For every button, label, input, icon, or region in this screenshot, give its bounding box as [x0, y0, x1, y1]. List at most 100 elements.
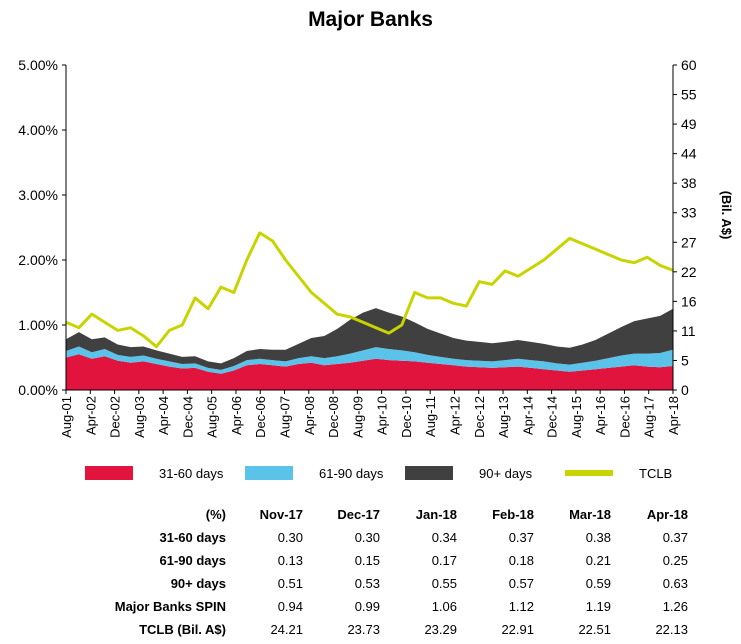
- table-cell: 22.51: [578, 622, 611, 637]
- y-right-tick-label: 22: [681, 264, 697, 280]
- x-tick-label: Apr-10: [375, 396, 390, 435]
- y-right-tick-label: 0: [681, 382, 689, 398]
- x-tick-label: Apr-12: [447, 396, 462, 435]
- y-right-tick-label: 44: [681, 146, 697, 162]
- y-right-tick-label: 11: [681, 323, 696, 339]
- table-cell: 0.57: [508, 576, 534, 591]
- table-cell: 1.06: [431, 599, 457, 614]
- legend-item-61-90: 61-90 days: [245, 463, 383, 483]
- table-row: Major Banks SPIN 0.94 0.99 1.06 1.12 1.1…: [60, 595, 688, 618]
- legend-label-90plus: 90+ days: [479, 465, 533, 481]
- y-left-tick-label: 4.00%: [18, 122, 58, 138]
- x-tick-label: Aug-05: [205, 396, 220, 438]
- table-row: 61-90 days 0.13 0.15 0.17 0.18 0.21 0.25: [60, 549, 689, 572]
- table-cell: 0.21: [585, 553, 611, 568]
- area-31-60: [66, 354, 673, 390]
- x-tick-label: Apr-02: [83, 396, 98, 435]
- table-cell: 0.53: [354, 576, 380, 591]
- table-cell: 1.19: [585, 599, 611, 614]
- table-header-row: (%) Nov-17 Dec-17 Jan-18 Feb-18 Mar-18 A…: [60, 503, 688, 526]
- table-cell: 24.21: [270, 622, 303, 637]
- y-left-tick-label: 5.00%: [18, 57, 58, 73]
- table-col-header: Nov-17: [259, 507, 303, 522]
- legend-swatch-90plus: [405, 466, 453, 480]
- legend-swatch-tclb: [565, 470, 613, 476]
- table-col-header: Feb-18: [492, 507, 534, 522]
- legend-label-61-90: 61-90 days: [319, 465, 384, 481]
- y-right-tick-label: 38: [681, 175, 697, 191]
- x-tick-label: Dec-02: [108, 396, 123, 438]
- x-tick-label: Aug-03: [132, 396, 147, 438]
- table-row: 31-60 days 0.30 0.30 0.34 0.37 0.38 0.37: [60, 526, 689, 549]
- x-tick-label: Aug-15: [569, 396, 584, 438]
- legend-item-tclb: TCLB: [565, 463, 672, 483]
- x-tick-label: Dec-14: [545, 396, 560, 438]
- x-tick-label: Dec-08: [326, 396, 341, 438]
- table-header-label: (%): [205, 507, 226, 522]
- table-cell: 0.38: [585, 530, 611, 545]
- table-col-header: Jan-18: [415, 507, 457, 522]
- legend-label-tclb: TCLB: [639, 465, 673, 481]
- y-right-tick-label: 55: [681, 87, 697, 103]
- summary-table: (%) Nov-17 Dec-17 Jan-18 Feb-18 Mar-18 A…: [60, 503, 688, 641]
- table-cell: 0.94: [277, 599, 303, 614]
- y-left-tick-label: 2.00%: [18, 252, 58, 268]
- y-left-tick-label: 0.00%: [18, 382, 58, 398]
- table-cell: 22.13: [655, 622, 688, 637]
- x-tick-label: Apr-18: [666, 396, 681, 435]
- area-90plus: [66, 308, 673, 370]
- x-tick-label: Dec-10: [399, 396, 414, 438]
- table-row-label: Major Banks SPIN: [114, 599, 226, 614]
- x-tick-label: Aug-17: [642, 396, 657, 438]
- table-row-label: 61-90 days: [159, 553, 227, 568]
- table-row-label: TCLB (Bil. A$): [139, 622, 226, 637]
- table-cell: 0.18: [508, 553, 534, 568]
- table-cell: 1.26: [662, 599, 688, 614]
- x-tick-label: Aug-07: [278, 396, 293, 438]
- y-right-tick-label: 5: [681, 352, 689, 368]
- legend-item-90plus: 90+ days: [405, 463, 532, 483]
- y-right-tick-label: 33: [681, 205, 697, 221]
- table-cell: 0.37: [508, 530, 534, 545]
- table-cell: 23.73: [347, 622, 380, 637]
- y-right-tick-label: 27: [681, 234, 697, 250]
- table-cell: 0.13: [277, 553, 303, 568]
- area-61-90: [66, 346, 673, 374]
- table-row: 90+ days 0.51 0.53 0.55 0.57 0.59 0.63: [60, 572, 688, 595]
- table-row: TCLB (Bil. A$) 24.21 23.73 23.29 22.91 2…: [60, 618, 688, 641]
- table-row-label: 90+ days: [170, 576, 226, 591]
- y-left-tick-label: 3.00%: [18, 187, 58, 203]
- legend-swatch-31-60: [85, 466, 133, 480]
- tclb-line: [65, 231, 674, 349]
- x-tick-label: Dec-16: [617, 396, 632, 438]
- table-col-header: Dec-17: [337, 507, 380, 522]
- y-right-tick-label: 16: [681, 293, 697, 309]
- table-row-label: 31-60 days: [159, 530, 227, 545]
- y-left-tick-label: 1.00%: [18, 317, 58, 333]
- table-cell: 0.25: [662, 553, 688, 568]
- table-cell: 1.12: [508, 599, 534, 614]
- x-tick-label: Apr-08: [302, 396, 317, 435]
- table-cell: 23.29: [424, 622, 457, 637]
- x-tick-label: Apr-16: [593, 396, 608, 435]
- x-tick-label: Apr-14: [520, 396, 535, 435]
- x-tick-label: Dec-06: [253, 396, 268, 438]
- table-cell: 0.15: [354, 553, 380, 568]
- table-cell: 0.37: [662, 530, 688, 545]
- table-cell: 0.17: [431, 553, 457, 568]
- table-cell: 0.55: [431, 576, 457, 591]
- y-right-tick-label: 49: [681, 116, 697, 132]
- table-cell: 0.63: [662, 576, 688, 591]
- y-right-tick-label: 60: [681, 57, 697, 73]
- chart-plot: 0.00% 1.00% 2.00% 3.00% 4.00% 5.00% 0 5 11 16 22 27…: [18, 57, 734, 438]
- table-col-header: Mar-18: [569, 507, 611, 522]
- x-tick-label: Aug-09: [350, 396, 365, 438]
- x-tick-label: Apr-06: [229, 396, 244, 435]
- x-tick-label: Apr-04: [156, 396, 171, 435]
- x-tick-label: Dec-04: [180, 396, 195, 438]
- table-cell: 0.51: [277, 576, 303, 591]
- x-tick-label: Aug-13: [496, 396, 511, 438]
- table-cell: 0.34: [431, 530, 457, 545]
- legend-swatch-61-90: [245, 466, 293, 480]
- table-cell: 22.91: [501, 622, 534, 637]
